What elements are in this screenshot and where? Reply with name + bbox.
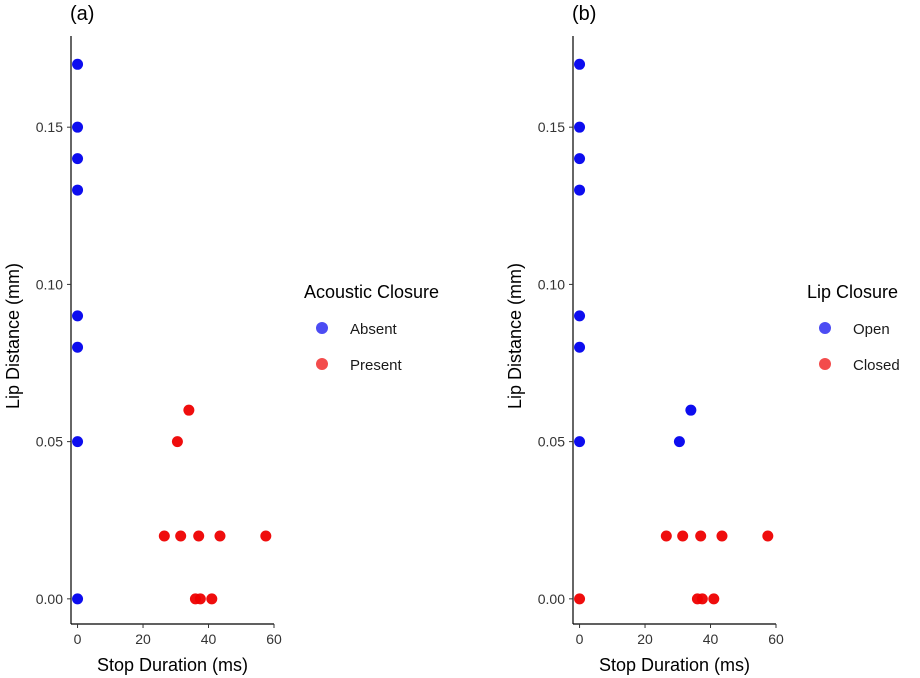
panel-b-legend-label-closed: Closed xyxy=(853,357,900,374)
panel-b-x-tick-label: 60 xyxy=(768,631,784,647)
panel-b-x-tick-label: 40 xyxy=(703,631,719,647)
panel-b-point-open xyxy=(673,436,685,448)
panel-a-point-absent xyxy=(72,58,84,70)
panel-a-point-present xyxy=(214,530,226,542)
panel-b-point-closed xyxy=(695,530,707,542)
panel-a-point-present xyxy=(206,593,218,605)
panel-a-legend-swatch-absent xyxy=(316,322,328,334)
panel-a-y-tick-label: 0.05 xyxy=(36,434,63,450)
panel-a-x-tick-label: 0 xyxy=(74,631,82,647)
panel-a-x-tick-label: 20 xyxy=(135,631,151,647)
panel-a-legend-swatch-present xyxy=(316,358,328,370)
panel-b-point-open xyxy=(574,310,586,322)
panel-a: (a) Acoustic Closure Absent Present 0.00… xyxy=(3,3,439,675)
panel-b-y-axis-title: Lip Distance (mm) xyxy=(505,263,525,409)
panel-a-y-tick-label: 0.15 xyxy=(36,119,63,135)
panel-b-legend-swatch-open xyxy=(819,322,831,334)
panel-b-point-open xyxy=(574,153,586,165)
panel-a-point-absent xyxy=(72,121,84,133)
panel-b-point-closed xyxy=(677,530,689,542)
panel-b-point-closed xyxy=(762,530,774,542)
panel-b-point-closed xyxy=(708,593,720,605)
panel-b-point-open xyxy=(574,436,586,448)
panel-a-point-present xyxy=(183,404,195,416)
panel-b: (b) Lip Closure Open Closed 0.00 0.05 0.10… xyxy=(505,3,900,675)
panel-b-point-closed xyxy=(696,593,708,605)
panel-a-tag: (a) xyxy=(70,3,94,25)
panel-b-tag: (b) xyxy=(572,3,596,25)
panel-a-point-absent xyxy=(72,310,84,322)
panel-a-point-present xyxy=(260,530,272,542)
panel-b-y-tick-label: 0.05 xyxy=(538,434,565,450)
panel-b-y-tick-label: 0.15 xyxy=(538,119,565,135)
panel-b-point-closed xyxy=(574,593,586,605)
panel-b-y-tick-label: 0.10 xyxy=(538,276,565,292)
panel-a-point-absent xyxy=(72,593,84,605)
panel-a-point-absent xyxy=(72,436,84,448)
panel-a-point-present xyxy=(158,530,170,542)
panel-b-legend-title: Lip Closure xyxy=(807,282,898,302)
panel-b-point-open xyxy=(574,184,586,196)
panel-b-point-open xyxy=(574,58,586,70)
panel-a-point-present xyxy=(175,530,187,542)
panel-a-y-axis-title: Lip Distance (mm) xyxy=(3,263,23,409)
panel-a-point-absent xyxy=(72,341,84,353)
panel-b-x-tick-label: 0 xyxy=(576,631,584,647)
panel-a-legend-label-absent: Absent xyxy=(350,321,398,338)
panel-a-point-present xyxy=(171,436,183,448)
panel-b-x-axis-title: Stop Duration (ms) xyxy=(599,655,750,675)
panel-b-point-open xyxy=(574,341,586,353)
panel-b-legend-label-open: Open xyxy=(853,321,890,338)
panel-a-x-tick-label: 60 xyxy=(266,631,282,647)
panel-a-y-tick-label: 0.00 xyxy=(36,591,63,607)
panel-a-point-absent xyxy=(72,184,84,196)
panel-a-point-present xyxy=(193,530,205,542)
panel-b-point-closed xyxy=(660,530,672,542)
panel-a-point-present xyxy=(194,593,206,605)
panel-b-point-closed xyxy=(716,530,728,542)
panel-a-x-axis-title: Stop Duration (ms) xyxy=(97,655,248,675)
panel-a-legend-title: Acoustic Closure xyxy=(304,282,439,302)
panel-b-x-tick-label: 20 xyxy=(637,631,653,647)
panel-b-point-open xyxy=(685,404,697,416)
panel-b-y-tick-label: 0.00 xyxy=(538,591,565,607)
panel-a-legend-label-present: Present xyxy=(350,357,403,374)
panel-a-x-tick-label: 40 xyxy=(201,631,217,647)
panel-a-point-absent xyxy=(72,153,84,165)
panel-b-legend-swatch-closed xyxy=(819,358,831,370)
panel-b-point-open xyxy=(574,121,586,133)
panel-a-y-tick-label: 0.10 xyxy=(36,276,63,292)
